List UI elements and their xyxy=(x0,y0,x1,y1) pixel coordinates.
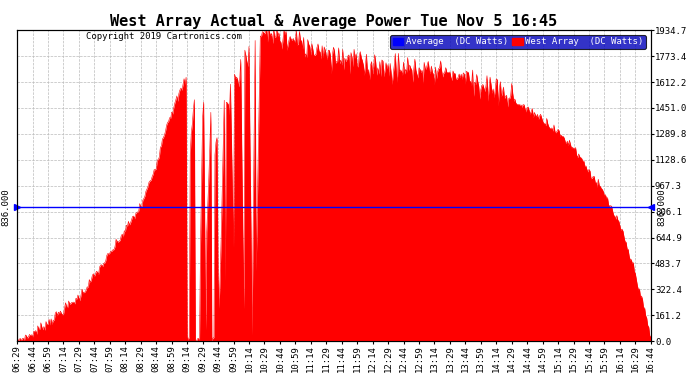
Text: 836.000: 836.000 xyxy=(2,188,11,226)
Title: West Array Actual & Average Power Tue Nov 5 16:45: West Array Actual & Average Power Tue No… xyxy=(110,14,558,29)
Text: 836.000: 836.000 xyxy=(657,188,666,226)
Text: Copyright 2019 Cartronics.com: Copyright 2019 Cartronics.com xyxy=(86,32,242,41)
Legend: Average  (DC Watts), West Array  (DC Watts): Average (DC Watts), West Array (DC Watts… xyxy=(390,35,647,49)
